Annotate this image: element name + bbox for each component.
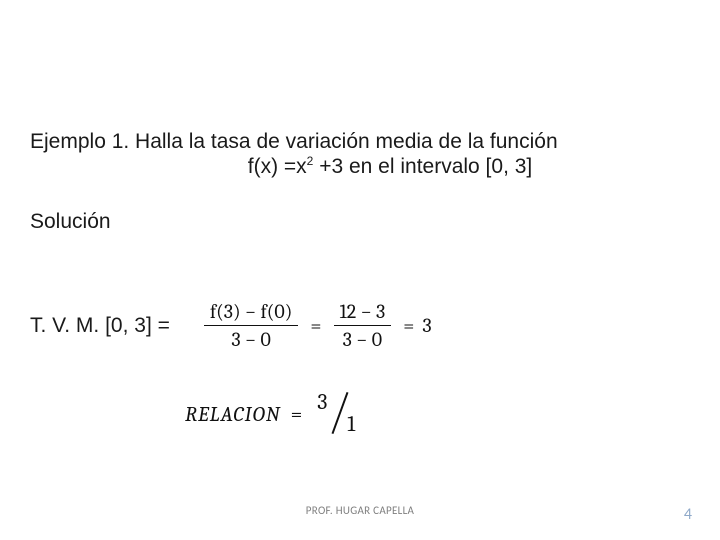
equals-sign-2: = [403, 314, 414, 337]
tvm-equation-row: T. V. M. [0, 3] = f(3) − f(0) 3 − 0 = 12… [30, 300, 432, 351]
tvm-result: 3 [422, 314, 431, 337]
tvm-equation: f(3) − f(0) 3 − 0 = 12 − 3 3 − 0 = 3 [200, 300, 432, 351]
tvm-frac1-num: f(3) − f(0) [204, 300, 299, 326]
footer-page-number: 4 [684, 505, 692, 524]
tvm-label: T. V. M. [0, 3] = [30, 314, 170, 338]
footer-credit: PROF. HUGAR CAPELLA [0, 504, 720, 517]
relation-word: RELACION [185, 403, 281, 427]
prompt-line-2: f(x) =x2 +3 en el intervalo [0, 3] [90, 154, 690, 179]
prompt-line2-suffix: +3 en el intervalo [0, 3] [313, 155, 532, 178]
tvm-fraction-2: 12 − 3 3 − 0 [334, 300, 392, 351]
prompt-line2-prefix: f(x) =x [248, 155, 307, 178]
relation-fraction: 3 1 [313, 395, 367, 435]
prompt-line-1: Ejemplo 1. Halla la tasa de variación me… [30, 130, 690, 154]
relation-equals: = [291, 403, 304, 427]
tvm-frac1-den: 3 − 0 [225, 326, 276, 351]
relation-equation: RELACION = 3 1 [185, 395, 367, 435]
tvm-frac2-num: 12 − 3 [334, 300, 392, 326]
solution-heading: Solución [30, 210, 111, 234]
tvm-frac2-den: 3 − 0 [337, 326, 388, 351]
equals-sign-1: = [310, 314, 321, 337]
example-prompt: Ejemplo 1. Halla la tasa de variación me… [30, 130, 690, 179]
slide-footer: PROF. HUGAR CAPELLA 4 [0, 504, 720, 524]
relation-denominator: 1 [347, 411, 356, 437]
slide: Ejemplo 1. Halla la tasa de variación me… [0, 0, 720, 540]
tvm-fraction-1: f(3) − f(0) 3 − 0 [204, 300, 299, 351]
